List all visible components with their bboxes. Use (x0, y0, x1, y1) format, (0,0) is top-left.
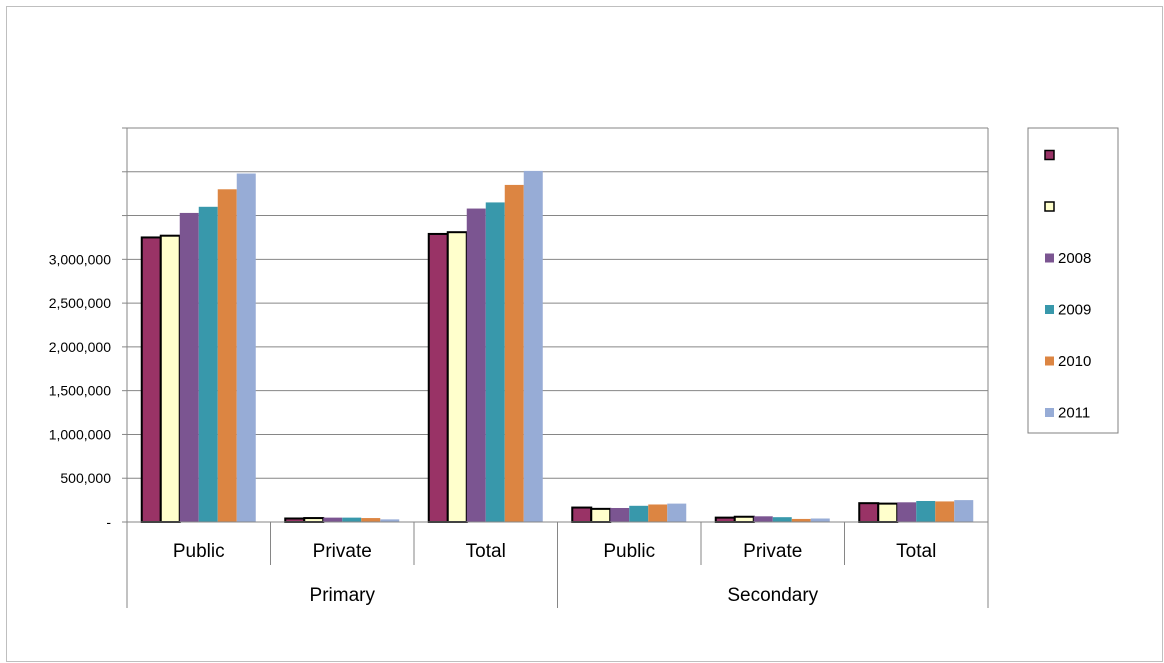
bar-2011-total (523, 170, 543, 522)
legend-swatch (1045, 253, 1054, 263)
legend-swatch (1045, 408, 1054, 417)
x-group-label: Secondary (727, 585, 818, 606)
y-tick-label: 1,500,000 (49, 383, 111, 399)
bar-2010-private (791, 518, 811, 522)
bar-2010-total (935, 501, 955, 522)
legend-swatch (1044, 201, 1055, 212)
y-tick-label: 3,000,000 (49, 251, 111, 267)
bar-2011-private (810, 518, 830, 522)
bar-2009-public (198, 206, 218, 523)
x-group-label: Primary (310, 585, 376, 606)
bars (140, 170, 974, 524)
bar-2008-total (466, 208, 486, 522)
axes (122, 127, 989, 608)
legend: 2008 2009 2010 2011 (1027, 127, 1119, 434)
legend-label: 2009 (1058, 302, 1091, 319)
bar-2010-public (217, 189, 237, 523)
bar-2009-total (485, 202, 505, 522)
x-category-label: Total (466, 541, 506, 562)
y-tick-label: 1,000,000 (49, 426, 111, 442)
y-tick-label: - (106, 514, 111, 530)
legend-label: 2008 (1058, 250, 1091, 267)
y-tick-labels: - 500,000 1,000,000 1,500,000 2,000,000 2,500… (49, 251, 112, 530)
bar-2008-private (323, 517, 343, 522)
bar-2008-public (179, 212, 199, 522)
x-category-label: Public (173, 541, 225, 562)
bar-2008-total (897, 502, 917, 522)
bar-series-2-private (733, 515, 755, 523)
y-tick-label: 2,500,000 (49, 295, 111, 311)
bar-series-2-public (159, 234, 181, 523)
x-category-label: Public (603, 541, 655, 562)
bar-series-2-total (877, 502, 899, 524)
legend-swatch (1045, 356, 1054, 366)
y-tick-label: 500,000 (60, 470, 111, 486)
bar-2010-public (648, 504, 668, 522)
bar-2009-private (772, 517, 792, 522)
bar-series-1-public (140, 236, 162, 523)
x-category-label: Private (743, 541, 802, 562)
legend-swatch (1044, 149, 1055, 161)
bar-2009-private (342, 517, 362, 522)
bar-2011-public (236, 173, 256, 523)
bar-series-2-private (303, 517, 325, 523)
legend-swatch (1045, 305, 1054, 314)
bar-series-1-private (284, 517, 306, 524)
bar-series-1-total (427, 232, 449, 523)
legend-label: 2010 (1058, 353, 1091, 370)
legend-box (1027, 127, 1119, 434)
bar-series-1-public (571, 506, 593, 524)
bar-2010-private (361, 518, 381, 522)
legend-label: 2011 (1058, 405, 1090, 422)
gridlines (127, 127, 988, 479)
bar-2009-total (916, 500, 936, 522)
bar-2008-public (610, 507, 630, 522)
x-category-labels: Public Private Total Public Private Total Prim… (173, 541, 936, 606)
bar-2008-private (753, 516, 773, 522)
bar-2010-total (504, 184, 524, 522)
bar-series-1-private (714, 516, 736, 523)
bar-2011-private (380, 519, 400, 522)
bar-series-1-total (858, 502, 880, 524)
bar-series-2-public (590, 507, 612, 524)
bar-series-2-total (446, 231, 468, 524)
x-category-label: Total (896, 541, 936, 562)
bar-2011-total (954, 500, 974, 522)
y-tick-label: 2,000,000 (49, 339, 111, 355)
x-category-label: Private (313, 541, 372, 562)
bar-2009-public (629, 505, 649, 522)
bar-2011-public (667, 503, 687, 522)
